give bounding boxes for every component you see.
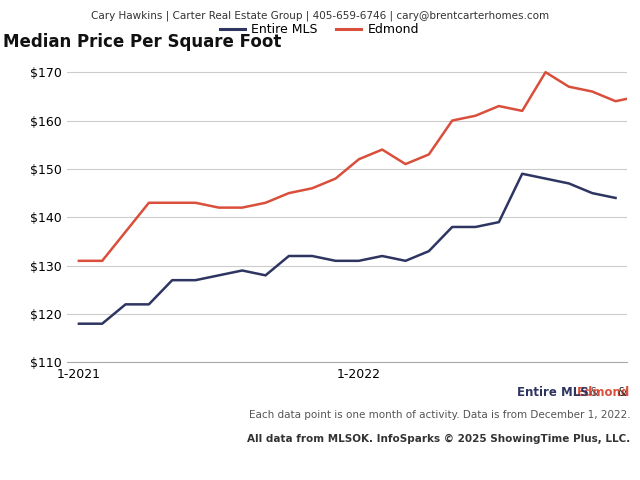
- Text: Entire MLS: Entire MLS: [517, 386, 589, 399]
- Text: &: &: [614, 386, 630, 399]
- Text: Cary Hawkins | Carter Real Estate Group | 405-659-6746 | cary@brentcarterhomes.c: Cary Hawkins | Carter Real Estate Group …: [91, 11, 549, 21]
- Text: &: &: [586, 386, 603, 399]
- Legend: Entire MLS, Edmond: Entire MLS, Edmond: [214, 18, 424, 41]
- Text: All data from MLSOK. InfoSparks © 2025 ShowingTime Plus, LLC.: All data from MLSOK. InfoSparks © 2025 S…: [247, 434, 630, 444]
- Text: Median Price Per Square Foot: Median Price Per Square Foot: [3, 33, 282, 51]
- Text: Each data point is one month of activity. Data is from December 1, 2022.: Each data point is one month of activity…: [249, 410, 630, 420]
- Text: Edmond: Edmond: [577, 386, 630, 399]
